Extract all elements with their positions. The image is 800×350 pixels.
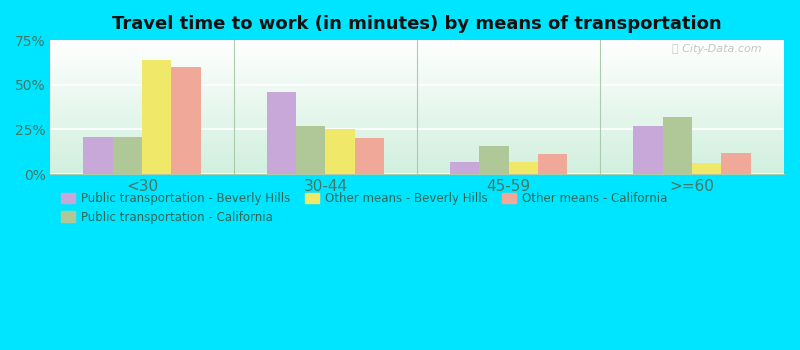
Title: Travel time to work (in minutes) by means of transportation: Travel time to work (in minutes) by mean… <box>112 15 722 33</box>
Bar <box>450 162 479 174</box>
Bar <box>479 146 509 174</box>
Bar <box>662 117 692 174</box>
Bar <box>113 136 142 174</box>
Text: Ⓜ City-Data.com: Ⓜ City-Data.com <box>672 44 762 54</box>
Bar <box>83 136 113 174</box>
Bar <box>634 126 662 174</box>
Legend: Public transportation - Beverly Hills, Public transportation - California, Other: Public transportation - Beverly Hills, P… <box>56 187 672 229</box>
Bar <box>326 130 354 174</box>
Bar <box>171 67 201 174</box>
Bar <box>142 60 171 174</box>
Bar <box>692 163 722 174</box>
Bar <box>509 162 538 174</box>
Bar <box>722 153 750 174</box>
Bar <box>296 126 326 174</box>
Bar <box>354 138 384 174</box>
Bar <box>538 154 567 174</box>
Bar <box>266 92 296 174</box>
